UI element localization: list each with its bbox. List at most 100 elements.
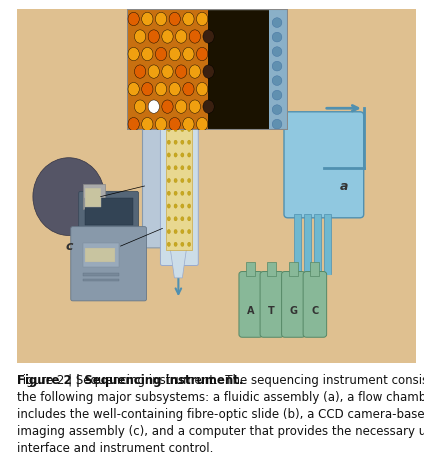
Ellipse shape [167, 242, 170, 246]
Ellipse shape [196, 118, 208, 131]
Ellipse shape [156, 13, 167, 26]
Ellipse shape [183, 82, 194, 96]
Ellipse shape [148, 30, 159, 43]
Text: T: T [268, 306, 275, 317]
Ellipse shape [134, 65, 146, 78]
Ellipse shape [142, 82, 153, 96]
Ellipse shape [181, 140, 184, 144]
Ellipse shape [176, 30, 187, 43]
Bar [83, 243, 119, 267]
Ellipse shape [272, 47, 282, 56]
Text: Figure 2 | Sequencing instrument.: Figure 2 | Sequencing instrument. [17, 374, 243, 387]
Ellipse shape [169, 82, 180, 96]
Ellipse shape [187, 191, 191, 195]
Bar [83, 279, 119, 281]
Ellipse shape [181, 229, 184, 234]
Ellipse shape [181, 217, 184, 221]
Ellipse shape [142, 118, 153, 131]
Bar [310, 262, 319, 276]
Ellipse shape [187, 229, 191, 234]
Ellipse shape [181, 166, 184, 170]
Ellipse shape [174, 204, 177, 208]
FancyBboxPatch shape [71, 226, 147, 301]
Ellipse shape [174, 217, 177, 221]
Bar [85, 248, 114, 262]
Text: A: A [247, 306, 254, 317]
Ellipse shape [272, 18, 282, 27]
Ellipse shape [181, 127, 184, 132]
Bar [246, 262, 255, 276]
Ellipse shape [189, 30, 201, 43]
Ellipse shape [128, 13, 139, 26]
Ellipse shape [181, 191, 184, 195]
Bar [85, 188, 100, 207]
Ellipse shape [187, 204, 191, 208]
Ellipse shape [187, 242, 191, 246]
Ellipse shape [167, 166, 170, 170]
Ellipse shape [169, 118, 180, 131]
Text: C: C [311, 306, 318, 317]
FancyBboxPatch shape [239, 272, 262, 337]
Bar [267, 262, 276, 276]
FancyBboxPatch shape [260, 272, 284, 337]
Ellipse shape [187, 179, 191, 183]
Ellipse shape [167, 140, 170, 144]
Ellipse shape [187, 140, 191, 144]
Ellipse shape [134, 100, 146, 113]
Ellipse shape [272, 105, 282, 114]
Ellipse shape [128, 118, 139, 131]
FancyBboxPatch shape [79, 191, 139, 230]
Ellipse shape [272, 120, 282, 129]
Ellipse shape [174, 242, 177, 246]
Ellipse shape [203, 65, 214, 78]
Text: b: b [176, 87, 185, 100]
Ellipse shape [142, 13, 153, 26]
Ellipse shape [167, 217, 170, 221]
Bar [166, 122, 192, 250]
Ellipse shape [162, 100, 173, 113]
Ellipse shape [187, 166, 191, 170]
Ellipse shape [174, 166, 177, 170]
Bar [127, 9, 208, 130]
Ellipse shape [142, 47, 153, 61]
Bar [83, 273, 119, 276]
FancyBboxPatch shape [160, 106, 198, 266]
Ellipse shape [167, 191, 170, 195]
Ellipse shape [162, 65, 173, 78]
Bar [85, 199, 133, 225]
Ellipse shape [272, 76, 282, 86]
Text: Figure 2 | Sequencing instrument.  The sequencing instrument consists of
the fol: Figure 2 | Sequencing instrument. The se… [17, 374, 424, 455]
Ellipse shape [181, 242, 184, 246]
Bar [83, 184, 105, 209]
Bar [294, 214, 301, 274]
Ellipse shape [183, 13, 194, 26]
FancyBboxPatch shape [282, 272, 305, 337]
Ellipse shape [167, 204, 170, 208]
Ellipse shape [272, 61, 282, 71]
Ellipse shape [148, 65, 159, 78]
Ellipse shape [272, 90, 282, 100]
Text: a: a [340, 179, 348, 193]
Ellipse shape [174, 140, 177, 144]
Ellipse shape [148, 100, 159, 113]
Ellipse shape [167, 127, 170, 132]
Ellipse shape [174, 229, 177, 234]
Bar [314, 214, 321, 274]
Ellipse shape [196, 82, 208, 96]
Ellipse shape [176, 100, 187, 113]
Ellipse shape [176, 65, 187, 78]
Ellipse shape [183, 47, 194, 61]
Ellipse shape [33, 158, 105, 235]
Ellipse shape [174, 153, 177, 157]
Ellipse shape [187, 127, 191, 132]
Polygon shape [170, 250, 187, 278]
Ellipse shape [181, 153, 184, 157]
Ellipse shape [156, 47, 167, 61]
Ellipse shape [196, 13, 208, 26]
Ellipse shape [187, 153, 191, 157]
Ellipse shape [167, 229, 170, 234]
Ellipse shape [181, 204, 184, 208]
Ellipse shape [189, 65, 201, 78]
Ellipse shape [203, 30, 214, 43]
Ellipse shape [174, 179, 177, 183]
